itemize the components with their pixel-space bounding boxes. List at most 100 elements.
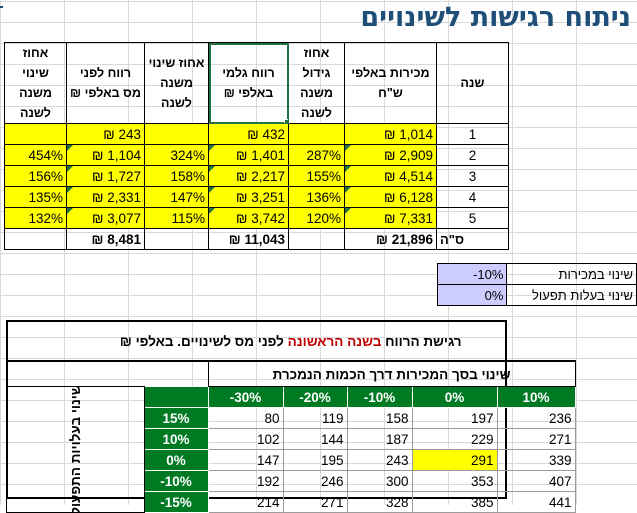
cell-sales-growth[interactable]: 287% bbox=[288, 144, 345, 166]
cell-year[interactable]: 2 bbox=[436, 144, 509, 166]
cell-gp-change[interactable]: 147% bbox=[144, 186, 209, 208]
cell-pretax-profit[interactable]: ₪ 243 bbox=[66, 123, 145, 145]
cell-empty[interactable] bbox=[4, 228, 67, 250]
row-header[interactable]: -15% bbox=[143, 491, 209, 513]
sensitivity-cell[interactable]: 102 bbox=[207, 428, 284, 450]
col-header[interactable]: -10% bbox=[346, 386, 413, 408]
cell-gp-change[interactable]: 324% bbox=[144, 144, 209, 166]
sensitivity-cell[interactable]: 243 bbox=[346, 449, 413, 471]
cell-pretax-change[interactable] bbox=[4, 123, 67, 145]
sensitivity-title-prefix: רגישת הרווח bbox=[385, 333, 462, 349]
cell-pretax-profit[interactable]: ₪ 2,331 bbox=[66, 186, 145, 208]
total-pretax-profit[interactable]: ₪ 8,481 bbox=[66, 228, 145, 250]
cell-empty[interactable] bbox=[144, 228, 209, 250]
header-gp-change[interactable]: אחוז שינוי משנה לשנה bbox=[144, 42, 209, 124]
cell-pretax-change[interactable]: 132% bbox=[4, 207, 67, 229]
sensitivity-cell[interactable]: 353 bbox=[411, 470, 498, 492]
col-header[interactable]: 10% bbox=[496, 386, 576, 408]
sensitivity-cell[interactable]: 300 bbox=[346, 470, 413, 492]
cell-pretax-change[interactable]: 454% bbox=[4, 144, 67, 166]
sensitivity-cell-base[interactable]: 291 bbox=[411, 449, 498, 471]
sensitivity-title[interactable]: רגישת הרווח בשנה הראשונה לפני מס לשינויי… bbox=[6, 322, 576, 362]
cell-gross-profit[interactable]: ₪ 3,742 bbox=[208, 207, 289, 229]
total-label[interactable]: ס"ה bbox=[436, 228, 509, 250]
header-pretax-profit[interactable]: רווח לפני מס באלפי ₪ bbox=[66, 42, 145, 124]
selection-fill-handle[interactable] bbox=[284, 119, 288, 123]
cell-sales-growth[interactable]: 136% bbox=[288, 186, 345, 208]
sensitivity-cell[interactable]: 339 bbox=[496, 449, 576, 471]
cell-gross-profit[interactable]: ₪ 432 bbox=[208, 123, 289, 145]
param-sales-change-value[interactable]: -10% bbox=[436, 263, 508, 285]
cell-sales[interactable]: ₪ 2,909 bbox=[344, 144, 437, 166]
total-row: ₪ 8,481 ₪ 11,043 ₪ 21,896 ס"ה bbox=[4, 228, 509, 250]
sensitivity-cell[interactable]: 385 bbox=[411, 491, 498, 513]
param-row: -10% שינוי במכירות bbox=[436, 263, 637, 285]
cell-gp-change[interactable]: 115% bbox=[144, 207, 209, 229]
sensitivity-cell[interactable]: 246 bbox=[282, 470, 348, 492]
param-opcost-change-label[interactable]: שינוי בעלות תפעול bbox=[506, 284, 637, 306]
cell-year[interactable]: 5 bbox=[436, 207, 509, 229]
param-opcost-change-value[interactable]: 0% bbox=[436, 284, 508, 306]
cell-pretax-change[interactable]: 156% bbox=[4, 165, 67, 187]
header-gross-profit[interactable]: רווח גלמי באלפי ₪ bbox=[208, 42, 289, 124]
cell-year[interactable]: 3 bbox=[436, 165, 509, 187]
col-header[interactable]: 0% bbox=[411, 386, 498, 408]
sensitivity-row-label[interactable]: שינוי בעלויות התפעול bbox=[6, 386, 145, 513]
cell-pretax-change[interactable]: 135% bbox=[4, 186, 67, 208]
header-pretax-change[interactable]: אחוז שינוי משנה לשנה bbox=[4, 42, 67, 124]
header-sales-growth[interactable]: אחוז גידול משנה לשנה bbox=[288, 42, 345, 124]
cell-sales[interactable]: ₪ 6,128 bbox=[344, 186, 437, 208]
sensitivity-cell[interactable]: 147 bbox=[207, 449, 284, 471]
row-header[interactable]: 10% bbox=[143, 428, 209, 450]
sensitivity-cell[interactable]: 158 bbox=[346, 407, 413, 429]
sensitivity-subtitle[interactable]: שינוי בסך המכירות דרך הכמות הנמכרת bbox=[207, 360, 576, 387]
cell-empty[interactable] bbox=[288, 228, 345, 250]
cell-gp-change[interactable]: 158% bbox=[144, 165, 209, 187]
cell-gross-profit[interactable]: ₪ 2,217 bbox=[208, 165, 289, 187]
sensitivity-cell[interactable]: 187 bbox=[346, 428, 413, 450]
cell-sales-growth[interactable]: 120% bbox=[288, 207, 345, 229]
col-header[interactable]: -20% bbox=[282, 386, 348, 408]
sensitivity-cell[interactable]: 195 bbox=[282, 449, 348, 471]
cell-sales[interactable]: ₪ 4,514 bbox=[344, 165, 437, 187]
sensitivity-cell[interactable]: 214 bbox=[207, 491, 284, 513]
row-header[interactable]: 0% bbox=[143, 449, 209, 471]
col-header-corner[interactable] bbox=[143, 386, 209, 408]
param-sales-change-label[interactable]: שינוי במכירות bbox=[506, 263, 637, 285]
cell-pretax-profit[interactable]: ₪ 1,727 bbox=[66, 165, 145, 187]
cell-year[interactable]: 1 bbox=[436, 123, 509, 145]
table-row: ₪ 243 ₪ 432 ₪ 1,014 1 bbox=[4, 123, 509, 145]
sensitivity-cell[interactable]: 192 bbox=[207, 470, 284, 492]
cell-border-fragment bbox=[0, 6, 3, 8]
cell-empty[interactable] bbox=[6, 361, 209, 387]
cell-sales-growth[interactable] bbox=[288, 123, 345, 145]
sensitivity-cell[interactable]: 144 bbox=[282, 428, 348, 450]
cell-sales-growth[interactable]: 155% bbox=[288, 165, 345, 187]
total-gross-profit[interactable]: ₪ 11,043 bbox=[208, 228, 289, 250]
cell-sales[interactable]: ₪ 7,331 bbox=[344, 207, 437, 229]
sensitivity-cell[interactable]: 229 bbox=[411, 428, 498, 450]
sensitivity-cell[interactable]: 197 bbox=[411, 407, 498, 429]
sensitivity-cell[interactable]: 236 bbox=[496, 407, 576, 429]
cell-pretax-profit[interactable]: ₪ 3,077 bbox=[66, 207, 145, 229]
col-header[interactable]: -30% bbox=[207, 386, 284, 408]
header-sales[interactable]: מכירות באלפי ש"ח bbox=[344, 42, 437, 124]
sensitivity-title-row: רגישת הרווח בשנה הראשונה לפני מס לשינויי… bbox=[6, 322, 576, 362]
header-year[interactable]: שנה bbox=[436, 42, 509, 124]
sensitivity-cell[interactable]: 271 bbox=[496, 428, 576, 450]
sensitivity-cell[interactable]: 407 bbox=[496, 470, 576, 492]
cell-gross-profit[interactable]: ₪ 3,251 bbox=[208, 186, 289, 208]
cell-gross-profit[interactable]: ₪ 1,401 bbox=[208, 144, 289, 166]
sensitivity-cell[interactable]: 271 bbox=[282, 491, 348, 513]
row-header[interactable]: -10% bbox=[143, 470, 209, 492]
sensitivity-cell[interactable]: 80 bbox=[207, 407, 284, 429]
sensitivity-cell[interactable]: 328 bbox=[346, 491, 413, 513]
sensitivity-cell[interactable]: 441 bbox=[496, 491, 576, 513]
total-sales[interactable]: ₪ 21,896 bbox=[344, 228, 437, 250]
sensitivity-cell[interactable]: 119 bbox=[282, 407, 348, 429]
row-header[interactable]: 15% bbox=[143, 407, 209, 429]
cell-sales[interactable]: ₪ 1,014 bbox=[344, 123, 437, 145]
cell-year[interactable]: 4 bbox=[436, 186, 509, 208]
cell-gp-change[interactable] bbox=[144, 123, 209, 145]
cell-pretax-profit[interactable]: ₪ 1,104 bbox=[66, 144, 145, 166]
